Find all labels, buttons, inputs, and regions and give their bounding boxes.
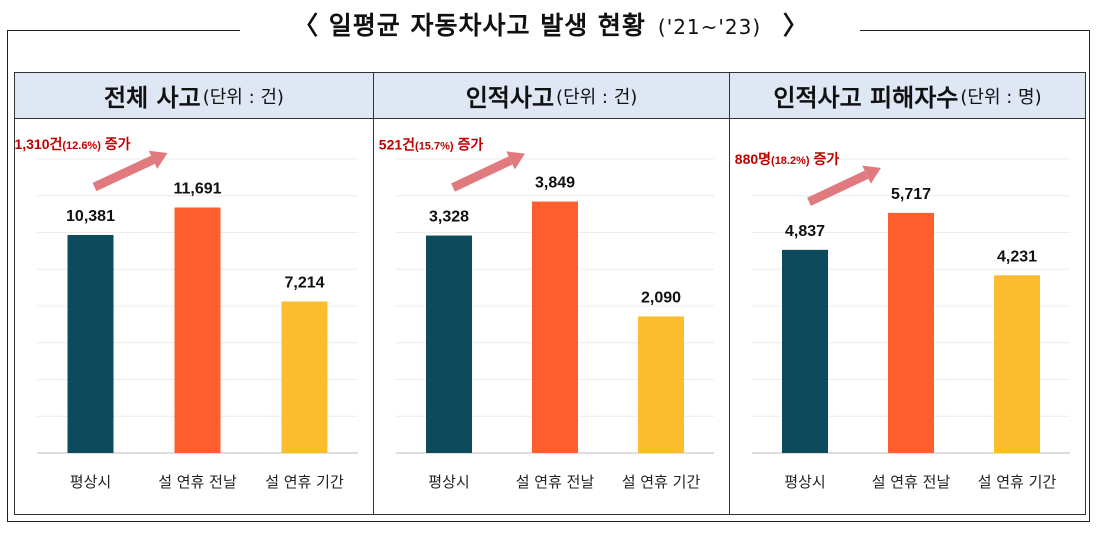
arrow-head (506, 151, 525, 170)
value-label: 2,090 (641, 289, 681, 306)
title-text: 〈 일평균 자동차사고 발생 현황 ('21~'23) 〉 (269, 11, 833, 40)
title-close: 〉 (770, 11, 821, 40)
panel-header: 전체 사고 (단위 : 건) (15, 73, 373, 119)
panel-total-accidents: 전체 사고 (단위 : 건) 10,381 평상시 11,691 설 연휴 전날 7,2… (14, 72, 374, 515)
panel-title: 인적사고 (465, 84, 555, 112)
panel-header: 인적사고 피해자수 (단위 : 명) (730, 73, 1085, 119)
category-label: 설 연휴 전날 (158, 473, 237, 491)
value-label: 4,231 (997, 248, 1037, 265)
panel-unit: (단위 : 명) (960, 86, 1042, 108)
bar (782, 249, 828, 453)
arrow-head (862, 165, 881, 184)
annotation-amount: 1,310건 (15, 136, 62, 152)
increase-arrow (92, 150, 168, 192)
increase-annotation: 1,310건(12.6%) 증가 (15, 136, 131, 152)
category-label: 평상시 (784, 473, 825, 491)
increase-annotation: 880명(18.2%) 증가 (735, 151, 840, 167)
page-title: 〈 일평균 자동차사고 발생 현황 ('21~'23) 〉 (0, 6, 1102, 42)
annotation-percent: (15.7%) (415, 141, 454, 153)
bar (174, 207, 221, 453)
bar (67, 234, 114, 453)
value-label: 4,837 (785, 223, 825, 240)
arrow-shaft (451, 156, 513, 192)
panel-title: 전체 사고 (104, 84, 201, 112)
annotation-suffix: 증가 (810, 151, 840, 167)
value-label: 10,381 (66, 208, 115, 225)
increase-annotation: 521건(15.7%) 증가 (379, 137, 484, 153)
bar (888, 212, 934, 453)
bar (638, 316, 684, 453)
annotation-amount: 521건 (379, 137, 415, 153)
value-label: 11,691 (173, 180, 221, 197)
increase-arrow (807, 165, 881, 206)
category-label: 설 연휴 기간 (622, 473, 701, 491)
value-label: 3,849 (535, 175, 575, 192)
chart-total-accidents: 10,381 평상시 11,691 설 연휴 전날 7,214 설 연휴 기간 1,310건… (15, 136, 358, 491)
bar (994, 275, 1040, 453)
title-period: ('21~'23) (657, 15, 762, 39)
annotation-suffix: 증가 (454, 137, 484, 153)
category-label: 설 연휴 전날 (872, 473, 951, 491)
panel-injury-accidents: 인적사고 (단위 : 건) 3,328 평상시 3,849 설 연휴 전날 2,090 설… (373, 72, 730, 515)
panel-unit: (단위 : 건) (202, 86, 284, 108)
bar (532, 201, 578, 453)
bar (426, 235, 472, 453)
value-label: 3,328 (429, 209, 469, 226)
annotation-percent: (12.6%) (62, 140, 101, 152)
arrow-shaft (92, 155, 155, 192)
chart-injury-accidents: 3,328 평상시 3,849 설 연휴 전날 2,090 설 연휴 기간 521건(15.… (379, 137, 714, 491)
bar (281, 301, 328, 453)
annotation-suffix: 증가 (101, 136, 131, 152)
category-label: 평상시 (70, 473, 111, 491)
category-label: 설 연휴 기간 (978, 473, 1057, 491)
title-main: 〈 일평균 자동차사고 발생 현황 (281, 11, 658, 40)
chart-injury-victims: 4,837 평상시 5,717 설 연휴 전날 4,231 설 연휴 기간 880명(18.… (735, 151, 1070, 491)
category-label: 설 연휴 전날 (516, 473, 595, 491)
increase-arrow (451, 151, 525, 192)
annotation-amount: 880명 (735, 151, 771, 167)
value-label: 7,214 (284, 275, 324, 292)
panel-injury-victims: 인적사고 피해자수 (단위 : 명) 4,837 평상시 5,717 설 연휴 전날 4… (729, 72, 1086, 515)
category-label: 평상시 (428, 473, 469, 491)
arrow-head (148, 150, 168, 169)
annotation-percent: (18.2%) (771, 155, 810, 167)
value-label: 5,717 (891, 186, 931, 203)
panel-unit: (단위 : 건) (556, 86, 638, 108)
category-label: 설 연휴 기간 (265, 473, 344, 491)
arrow-shaft (807, 170, 869, 206)
panel-header: 인적사고 (단위 : 건) (374, 73, 729, 119)
panel-title: 인적사고 피해자수 (773, 84, 959, 112)
